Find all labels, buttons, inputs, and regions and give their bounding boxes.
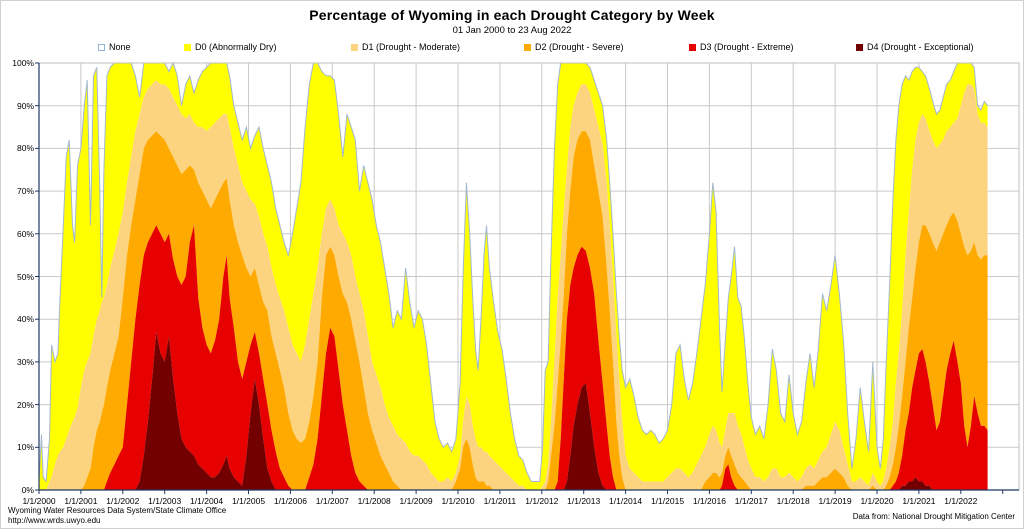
x-tick-label: 1/1/2020 — [860, 496, 894, 506]
legend-item-d1: D1 (Drought - Moderate) — [351, 42, 460, 52]
legend-swatch-d4-icon — [856, 43, 863, 51]
y-tick-label: 90% — [16, 100, 34, 111]
x-tick-label: 1/1/2014 — [609, 496, 643, 506]
none-area-border — [38, 61, 988, 483]
legend-item-none: None — [98, 42, 131, 52]
footer-source-left: Wyoming Water Resources Data System/Stat… — [8, 506, 226, 526]
x-tick-label: 1/1/2022 — [944, 496, 978, 506]
y-tick-label: 0% — [21, 485, 34, 495]
y-tick-label: 40% — [16, 314, 34, 325]
x-tick-label: 1/1/2008 — [357, 496, 391, 506]
y-tick-label: 50% — [16, 271, 34, 282]
y-tick-label: 10% — [16, 442, 34, 453]
legend-label-d0: D0 (Abnormally Dry) — [195, 42, 277, 52]
area-d0 — [39, 63, 988, 490]
legend-swatch-d1-icon — [351, 43, 358, 51]
y-tick-label: 80% — [16, 143, 34, 154]
legend-label-d2: D2 (Drought - Severe) — [535, 42, 624, 52]
area-d1 — [39, 80, 988, 490]
legend-swatch-d2-icon — [524, 43, 531, 51]
y-tick-label: 100% — [12, 58, 34, 68]
chart-legend: None D0 (Abnormally Dry) D1 (Drought - Mod… — [1, 42, 1023, 56]
legend-item-d2: D2 (Drought - Severe) — [524, 42, 624, 52]
x-tick-label: 1/1/2011 — [483, 496, 517, 506]
x-tick-label: 1/1/2018 — [776, 496, 810, 506]
x-tick-label: 1/1/2007 — [315, 496, 349, 506]
legend-swatch-none-icon — [98, 43, 105, 51]
y-tick-label: 60% — [16, 228, 34, 239]
x-tick-label: 1/1/2003 — [148, 496, 182, 506]
x-tick-label: 1/1/2002 — [106, 496, 140, 506]
footer-org: Wyoming Water Resources Data System/Stat… — [8, 506, 227, 515]
legend-item-d3: D3 (Drought - Extreme) — [689, 42, 794, 52]
legend-swatch-d0-icon — [184, 43, 191, 51]
footer-url: http://www.wrds.uwyo.edu — [8, 516, 101, 525]
area-d2 — [39, 131, 988, 491]
area-d3 — [39, 225, 988, 491]
y-tick-label: 20% — [16, 399, 34, 410]
x-tick-label: 1/1/2012 — [525, 496, 559, 506]
page-title: Percentage of Wyoming in each Drought Ca… — [309, 7, 715, 23]
x-tick-label: 1/1/2019 — [818, 496, 852, 506]
x-tick-label: 1/1/2005 — [231, 496, 266, 506]
x-tick-label: 1/1/2021 — [902, 496, 936, 506]
legend-label-none: None — [109, 42, 131, 52]
x-tick-label: 1/1/2001 — [64, 496, 98, 506]
x-tick-label: 1/1/2013 — [567, 496, 601, 506]
x-tick-label: 1/1/2004 — [190, 496, 224, 506]
x-tick-label: 1/1/2000 — [22, 496, 56, 506]
legend-item-d4: D4 (Drought - Exceptional) — [856, 42, 974, 52]
x-tick-label: 1/1/2009 — [399, 496, 433, 506]
legend-label-d3: D3 (Drought - Extreme) — [700, 42, 794, 52]
chart-subtitle: 01 Jan 2000 to 23 Aug 2022 — [452, 25, 572, 36]
legend-swatch-d3-icon — [689, 43, 696, 51]
x-tick-label: 1/1/2015 — [650, 496, 685, 506]
legend-item-d0: D0 (Abnormally Dry) — [184, 42, 277, 52]
legend-label-d4: D4 (Drought - Exceptional) — [867, 42, 974, 52]
x-tick-label: 1/1/2017 — [734, 496, 768, 506]
x-tick-label: 1/1/2006 — [273, 496, 307, 506]
legend-label-d1: D1 (Drought - Moderate) — [362, 42, 461, 52]
footer-source-right: Data from: National Drought Mitigation C… — [852, 512, 1015, 521]
x-tick-label: 1/1/2016 — [692, 496, 726, 506]
x-tick-label: 1/1/2010 — [441, 496, 475, 506]
y-tick-label: 30% — [16, 356, 34, 367]
y-tick-label: 70% — [16, 186, 34, 197]
